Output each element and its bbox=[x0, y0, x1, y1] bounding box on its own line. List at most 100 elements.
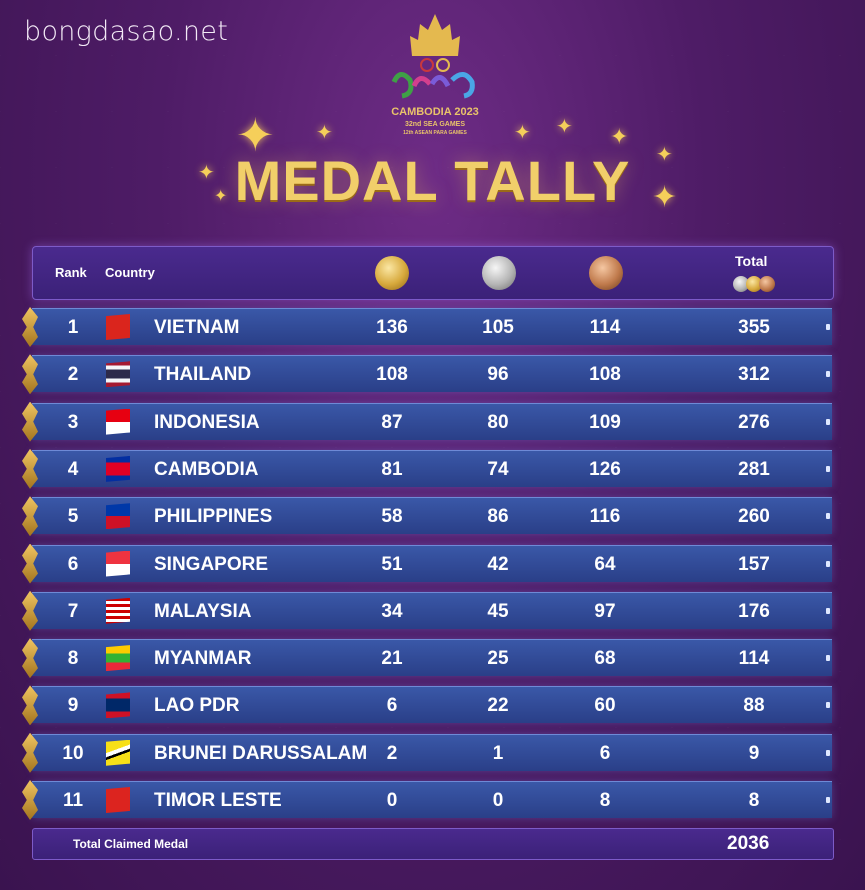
ornament-icon bbox=[22, 732, 38, 773]
total-cell: 355 bbox=[738, 317, 770, 338]
total-cell: 88 bbox=[743, 695, 765, 717]
bronze-cell: 68 bbox=[594, 648, 616, 670]
watermark: bongdasao.net bbox=[24, 16, 229, 47]
gold-cell: 2 bbox=[386, 742, 398, 764]
gold-cell: 108 bbox=[376, 364, 408, 386]
total-cell: 276 bbox=[738, 411, 770, 433]
rank-cell: 8 bbox=[67, 648, 79, 670]
bronze-cell: 6 bbox=[599, 742, 611, 764]
table-row: 9 LAO PDR 6 22 60 88 bbox=[22, 685, 832, 726]
silver-cell: 25 bbox=[487, 648, 509, 670]
malaysia-flag-icon bbox=[106, 597, 130, 624]
country-cell: MALAYSIA bbox=[154, 600, 252, 622]
table-row: 7 MALAYSIA 34 45 97 176 bbox=[22, 590, 832, 631]
total-cell: 281 bbox=[738, 458, 770, 480]
bronze-cell: 116 bbox=[589, 506, 621, 528]
angkor-logo-icon bbox=[391, 14, 475, 99]
sparkle-icon: ✦ bbox=[198, 162, 215, 184]
sea-games-logo: CAMBODIA 2023 32nd SEA GAMES 12th ASEAN … bbox=[380, 10, 490, 140]
country-cell: PHILIPPINES bbox=[154, 506, 273, 528]
timor-leste-flag-icon bbox=[106, 787, 130, 813]
total-cell: 312 bbox=[738, 364, 770, 386]
vietnam-flag-icon bbox=[106, 314, 130, 340]
silver-cell: 45 bbox=[487, 600, 509, 622]
ornament-icon bbox=[22, 638, 38, 679]
table-row: 4 CAMBODIA 81 74 126 281 bbox=[22, 448, 832, 489]
ornament-icon bbox=[22, 307, 38, 347]
sparkle-icon: ✦ bbox=[556, 116, 573, 138]
rank-cell: 3 bbox=[67, 411, 79, 433]
myanmar-flag-icon bbox=[106, 645, 130, 672]
rank-cell: 10 bbox=[62, 742, 84, 764]
logo-subtitle: 32nd SEA GAMES bbox=[404, 121, 466, 128]
table-row: 3 INDONESIA 87 80 109 276 bbox=[22, 401, 832, 442]
gold-cell: 81 bbox=[381, 458, 403, 480]
ornament-icon bbox=[22, 590, 38, 631]
bronze-cell: 126 bbox=[589, 458, 621, 480]
total-cell: 114 bbox=[738, 648, 770, 670]
page-title: MEDAL TALLY bbox=[234, 149, 631, 212]
silver-medal-icon bbox=[733, 276, 749, 292]
total-header: Total bbox=[735, 253, 768, 269]
total-cell: 176 bbox=[738, 600, 770, 622]
table-row: 6 SINGAPORE 51 42 64 157 bbox=[22, 543, 832, 584]
silver-cell: 86 bbox=[487, 506, 509, 528]
bronze-cell: 8 bbox=[599, 790, 611, 811]
indonesia-flag-icon bbox=[106, 408, 130, 435]
rank-cell: 2 bbox=[67, 364, 79, 386]
rank-cell: 7 bbox=[67, 600, 79, 622]
bronze-cell: 64 bbox=[594, 553, 616, 575]
silver-cell: 0 bbox=[492, 790, 504, 811]
cambodia-flag-icon bbox=[106, 455, 130, 482]
silver-cell: 80 bbox=[487, 411, 509, 433]
gold-cell: 21 bbox=[381, 648, 403, 670]
sparkle-icon: ✦ bbox=[610, 124, 629, 149]
rank-cell: 4 bbox=[67, 458, 79, 480]
country-cell: VIETNAM bbox=[154, 317, 240, 338]
logo-subtitle-2: 12th ASEAN PARA GAMES bbox=[403, 130, 467, 136]
gold-cell: 87 bbox=[381, 411, 403, 433]
bronze-medal-icon bbox=[589, 256, 623, 290]
table-row: 10 BRUNEI DARUSSALAM 2 1 6 9 bbox=[22, 732, 832, 773]
sparkle-icon: ✦ bbox=[656, 144, 673, 166]
bronze-medal-icon bbox=[759, 276, 775, 292]
brunei-flag-icon bbox=[106, 739, 130, 766]
bronze-cell: 97 bbox=[594, 600, 616, 622]
gold-medal-icon bbox=[375, 256, 409, 290]
ornament-icon bbox=[22, 496, 38, 537]
gold-cell: 136 bbox=[376, 317, 408, 338]
footer-total-value: 2036 bbox=[727, 833, 770, 854]
thailand-flag-icon bbox=[106, 361, 130, 388]
silver-cell: 1 bbox=[492, 742, 504, 764]
silver-cell: 105 bbox=[482, 317, 514, 338]
table-header: Rank Country Total bbox=[32, 246, 834, 300]
total-footer: Total Claimed Medal 2036 bbox=[32, 828, 834, 860]
country-cell: THAILAND bbox=[154, 364, 252, 386]
silver-cell: 96 bbox=[487, 364, 509, 386]
total-cell: 260 bbox=[738, 506, 770, 528]
country-cell: CAMBODIA bbox=[154, 458, 259, 480]
table-row: 11 TIMOR LESTE 0 0 8 8 bbox=[22, 780, 832, 820]
table-row: 5 PHILIPPINES 58 86 116 260 bbox=[22, 496, 832, 537]
rank-cell: 9 bbox=[67, 695, 79, 717]
rank-cell: 1 bbox=[67, 317, 79, 338]
gold-cell: 34 bbox=[381, 600, 403, 622]
country-cell: INDONESIA bbox=[154, 411, 260, 433]
bronze-cell: 114 bbox=[589, 317, 621, 338]
singapore-flag-icon bbox=[106, 550, 130, 577]
country-cell: SINGAPORE bbox=[154, 553, 269, 575]
rank-cell: 6 bbox=[67, 553, 79, 575]
logo-title: CAMBODIA 2023 bbox=[391, 106, 479, 118]
ornament-icon bbox=[22, 401, 38, 442]
sparkle-icon: ✦ bbox=[214, 188, 228, 205]
gold-medal-icon bbox=[746, 276, 762, 292]
philippines-flag-icon bbox=[106, 503, 130, 530]
gold-cell: 0 bbox=[386, 790, 398, 811]
silver-cell: 22 bbox=[487, 695, 509, 717]
ornament-icon bbox=[22, 448, 38, 489]
table-row: 8 MYANMAR 21 25 68 114 bbox=[22, 638, 832, 679]
ornament-icon bbox=[22, 543, 38, 584]
ornament-icon bbox=[22, 354, 38, 395]
gold-cell: 51 bbox=[381, 553, 403, 575]
ornament-icon bbox=[22, 780, 38, 820]
